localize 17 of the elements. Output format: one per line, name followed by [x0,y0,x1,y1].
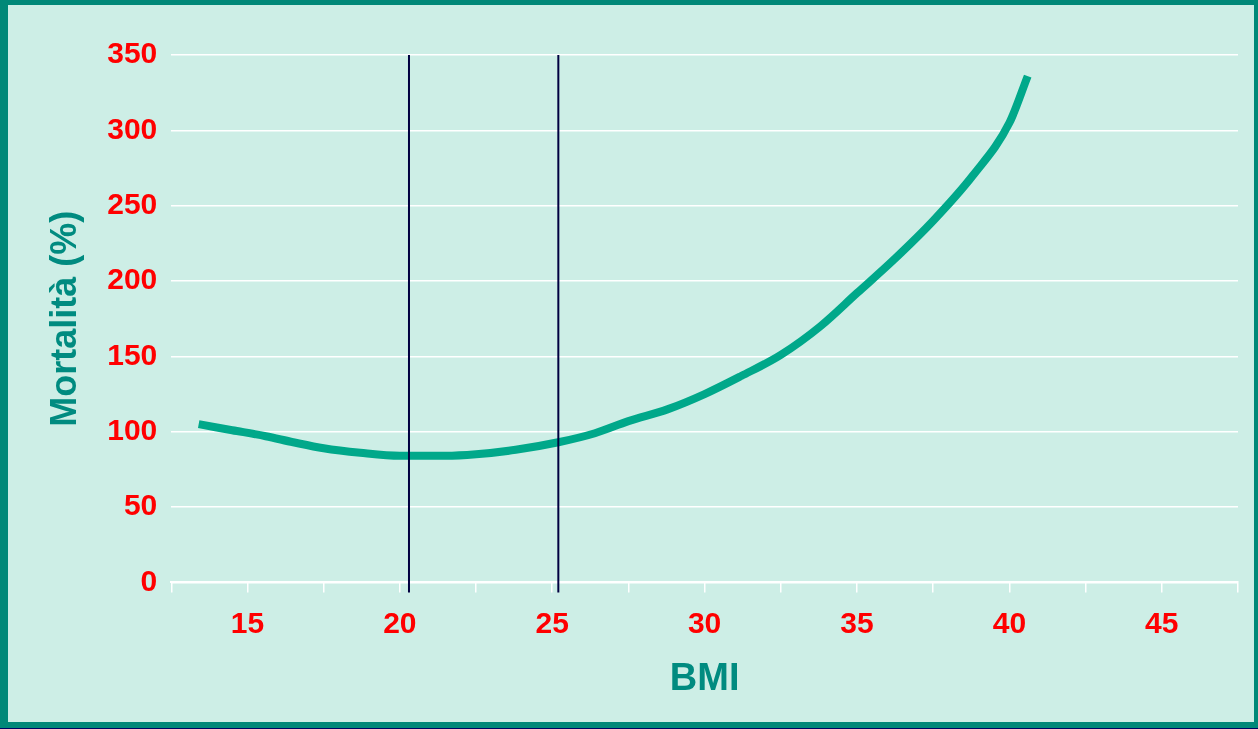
x-axis-title: BMI [669,655,740,698]
x-tick-label: 40 [992,605,1027,639]
y-tick-label: 50 [123,488,158,522]
x-tick-label: 45 [1145,605,1179,639]
x-tick-label: 35 [840,605,874,639]
y-tick-label: 150 [107,337,158,371]
y-tick-label: 300 [107,111,158,145]
y-tick-label: 250 [107,186,158,220]
x-tick-label: 15 [230,605,265,639]
x-tick-label: 30 [687,605,722,639]
y-tick-label: 350 [107,36,158,70]
x-tick-label: 20 [383,605,417,639]
y-tick-label: 200 [107,262,158,296]
y-tick-label: 0 [140,563,158,597]
y-axis-title: Mortalità (%) [42,210,84,427]
x-tick-label: 25 [535,605,569,639]
y-tick-label: 100 [107,412,158,446]
